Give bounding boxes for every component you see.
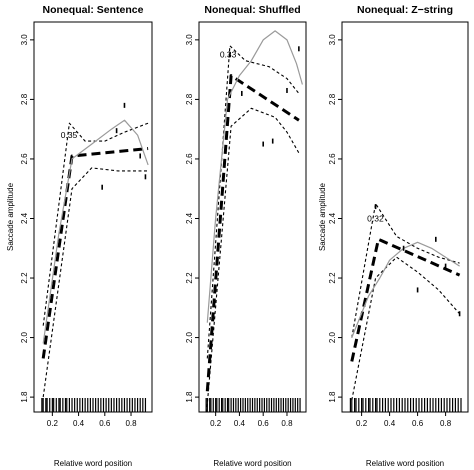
x-tick-label: 0.2 bbox=[210, 419, 222, 428]
y-tick-label: 2.8 bbox=[328, 93, 337, 105]
y-tick-label: 2.4 bbox=[185, 212, 194, 224]
y-tick-label: 2.6 bbox=[185, 153, 194, 165]
series-ci-lower bbox=[42, 167, 149, 398]
y-tick-label: 2.2 bbox=[185, 272, 194, 284]
series-ci-upper bbox=[206, 45, 300, 359]
x-tick-label: 0.4 bbox=[384, 419, 396, 428]
y-tick-label: 2.8 bbox=[20, 93, 29, 105]
series-loess bbox=[206, 30, 303, 323]
series-ci-upper bbox=[351, 203, 460, 338]
x-tick-label: 0.8 bbox=[440, 419, 452, 428]
y-tick-label: 1.8 bbox=[185, 391, 194, 403]
x-axis-label: Relative word position bbox=[366, 459, 444, 468]
x-tick-label: 0.8 bbox=[125, 419, 137, 428]
breakpoint-label: 0.35 bbox=[61, 130, 78, 140]
y-axis-label: Saccade amplitude bbox=[318, 182, 327, 251]
y-tick-label: 2.0 bbox=[20, 331, 29, 343]
y-tick-label: 2.4 bbox=[20, 212, 29, 224]
series-ci-lower bbox=[206, 107, 300, 412]
y-tick-label: 3.0 bbox=[185, 34, 194, 46]
plot-data: 0.33 bbox=[205, 30, 303, 412]
breakpoint-label: 0.32 bbox=[367, 213, 384, 223]
x-tick-label: 0.4 bbox=[73, 419, 85, 428]
chart-title: Nonequal: Shuffled bbox=[204, 4, 300, 16]
x-tick-label: 0.2 bbox=[47, 419, 59, 428]
y-tick-label: 2.2 bbox=[20, 272, 29, 284]
chart-title: Nonequal: Z−string bbox=[357, 4, 453, 16]
y-tick-label: 1.8 bbox=[328, 391, 337, 403]
x-tick-label: 0.4 bbox=[234, 419, 246, 428]
plot-data: 0.35 bbox=[41, 102, 149, 412]
x-tick-label: 0.8 bbox=[281, 419, 293, 428]
chart-panel-1: Nonequal: Sentence 1.8 2.0 2.2 2.4 2.6 2.8 3.0 0… bbox=[6, 4, 153, 468]
y-tick-label: 3.0 bbox=[20, 34, 29, 46]
series-fit bbox=[41, 147, 149, 359]
series-ci-lower bbox=[351, 256, 461, 401]
plot-frame bbox=[33, 21, 153, 413]
y-tick-label: 1.8 bbox=[20, 391, 29, 403]
y-tick-label: 2.6 bbox=[328, 153, 337, 165]
y-tick-label: 2.4 bbox=[328, 212, 337, 224]
y-tick-label: 3.0 bbox=[328, 34, 337, 46]
series-loess bbox=[42, 119, 149, 344]
plot-frame bbox=[341, 21, 469, 413]
x-tick-label: 0.6 bbox=[258, 419, 270, 428]
breakpoint-label: 0.33 bbox=[220, 50, 237, 60]
y-axis-label: Saccade amplitude bbox=[6, 182, 15, 251]
y-tick-label: 2.0 bbox=[185, 331, 194, 343]
y-tick-label: 2.8 bbox=[185, 93, 194, 105]
x-tick-label: 0.6 bbox=[412, 419, 424, 428]
x-axis-label: Relative word position bbox=[54, 459, 132, 468]
y-tick-label: 2.2 bbox=[328, 272, 337, 284]
x-tick-label: 0.2 bbox=[356, 419, 368, 428]
chart-title: Nonequal: Sentence bbox=[43, 4, 144, 16]
x-axis-label: Relative word position bbox=[213, 459, 291, 468]
series-fit bbox=[205, 74, 300, 392]
y-tick-label: 2.0 bbox=[328, 331, 337, 343]
plot-frame bbox=[198, 21, 307, 413]
plot-data: 0.32 bbox=[349, 203, 462, 412]
chart-panel-2: Nonequal: Shuffled 1.8 2.0 2.2 2.4 2.6 2.8 3.0 0… bbox=[185, 4, 307, 468]
series-fit bbox=[350, 237, 461, 362]
x-tick-label: 0.6 bbox=[99, 419, 111, 428]
y-tick-label: 2.6 bbox=[20, 153, 29, 165]
chart-panel-3: Nonequal: Z−string 1.8 2.0 2.2 2.4 2.6 2.8 3.0 0… bbox=[318, 4, 469, 468]
